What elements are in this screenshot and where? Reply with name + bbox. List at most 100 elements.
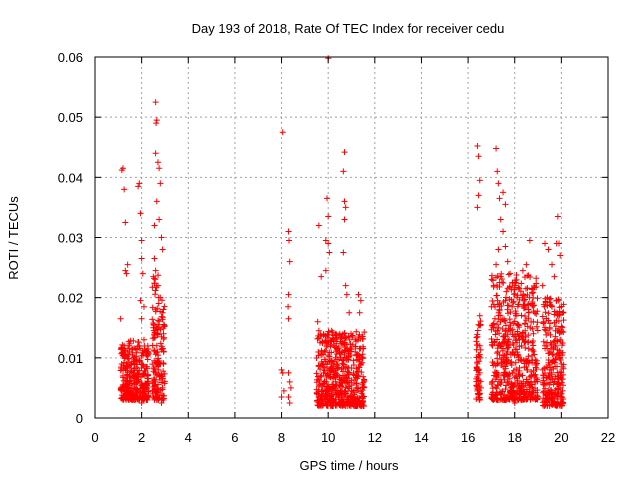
data-point — [322, 267, 329, 274]
data-point — [542, 309, 549, 316]
data-point — [352, 372, 359, 379]
data-point — [558, 323, 565, 330]
data-point — [154, 305, 161, 312]
data-point — [533, 275, 540, 282]
data-point — [518, 312, 525, 319]
data-point — [550, 399, 557, 406]
data-point — [342, 282, 349, 289]
data-point — [540, 319, 547, 326]
y-tick-label: 0.02 — [58, 291, 83, 306]
data-point — [328, 392, 335, 399]
data-point — [523, 261, 530, 268]
data-point — [515, 301, 522, 308]
data-point — [522, 285, 529, 292]
data-point — [285, 369, 292, 376]
data-point — [521, 297, 528, 304]
data-point — [339, 397, 346, 404]
data-point — [360, 383, 367, 390]
data-point — [556, 240, 563, 247]
data-point — [474, 327, 481, 334]
data-point — [333, 346, 340, 353]
data-point — [353, 365, 360, 372]
data-point — [505, 271, 512, 278]
data-point — [360, 345, 367, 352]
data-point — [489, 394, 496, 401]
data-point — [128, 368, 135, 375]
data-point — [152, 99, 159, 106]
data-point — [518, 280, 525, 287]
data-point — [534, 327, 541, 334]
data-point — [548, 346, 555, 353]
data-point — [159, 297, 166, 304]
data-point — [512, 277, 519, 284]
data-point — [477, 321, 484, 328]
data-point — [492, 376, 499, 383]
data-point — [324, 195, 331, 202]
data-point — [322, 347, 329, 354]
data-point — [530, 330, 537, 337]
data-point — [546, 389, 553, 396]
data-point — [345, 371, 352, 378]
data-point — [345, 356, 352, 363]
data-point — [155, 381, 162, 388]
data-point — [473, 382, 480, 389]
data-point — [530, 348, 537, 355]
data-point — [138, 365, 145, 372]
data-point — [549, 351, 556, 358]
data-point — [354, 384, 361, 391]
data-point — [159, 314, 166, 321]
data-point — [280, 387, 287, 394]
data-point — [529, 286, 536, 293]
data-point — [158, 234, 165, 241]
data-point — [559, 339, 566, 346]
data-point — [511, 284, 518, 291]
data-point — [502, 322, 509, 329]
data-point — [315, 362, 322, 369]
y-tick-label: 0.05 — [58, 110, 83, 125]
data-point — [132, 345, 139, 352]
data-point — [506, 394, 513, 401]
data-point — [526, 237, 533, 244]
data-point — [530, 342, 537, 349]
data-point — [155, 272, 162, 279]
data-point — [522, 313, 529, 320]
data-point — [338, 334, 345, 341]
data-point — [350, 389, 357, 396]
data-point — [134, 386, 141, 393]
data-point — [328, 337, 335, 344]
data-point — [326, 367, 333, 374]
data-point — [513, 337, 520, 344]
data-point — [499, 388, 506, 395]
data-point — [514, 388, 521, 395]
data-point — [546, 326, 553, 333]
data-point — [476, 322, 483, 329]
data-point — [150, 320, 157, 327]
data-point — [350, 379, 357, 386]
data-point — [532, 395, 539, 402]
data-point — [318, 397, 325, 404]
data-point — [501, 336, 508, 343]
data-point — [325, 213, 332, 220]
data-point — [503, 354, 510, 361]
data-point — [124, 371, 131, 378]
data-point — [505, 357, 512, 364]
data-point — [278, 393, 285, 400]
data-point — [120, 362, 127, 369]
data-point — [496, 306, 503, 313]
data-point — [317, 331, 324, 338]
data-point — [534, 319, 541, 326]
data-point — [551, 398, 558, 405]
data-point — [341, 388, 348, 395]
data-point — [493, 385, 500, 392]
data-point — [324, 383, 331, 390]
data-point — [512, 307, 519, 314]
data-point — [546, 296, 553, 303]
data-point — [357, 297, 364, 304]
data-point — [494, 283, 501, 290]
data-point — [357, 401, 364, 408]
data-point — [325, 384, 332, 391]
data-point — [344, 379, 351, 386]
data-point — [518, 382, 525, 389]
data-point — [548, 369, 555, 376]
data-point — [157, 340, 164, 347]
